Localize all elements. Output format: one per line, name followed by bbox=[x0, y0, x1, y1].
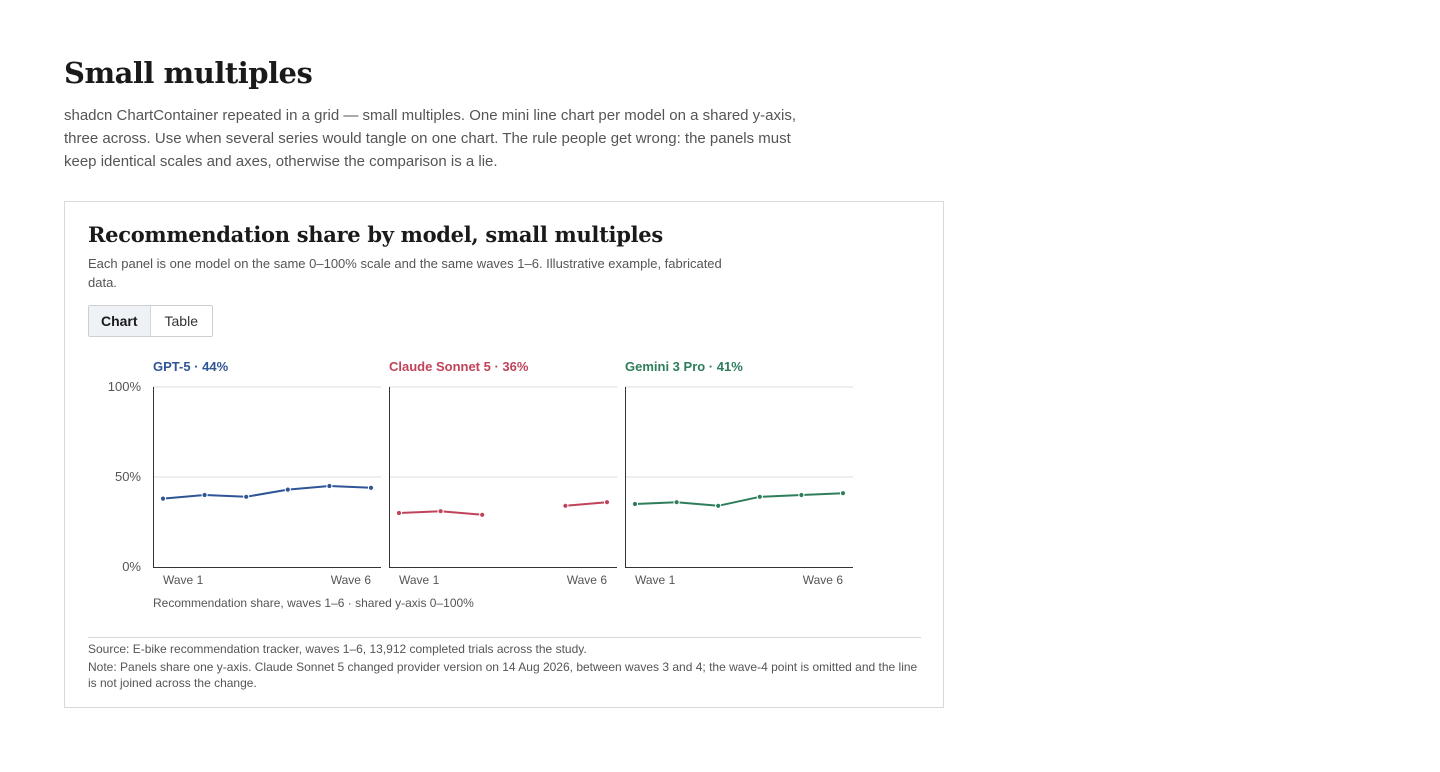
view-toggle: Chart Table bbox=[88, 305, 213, 337]
data-point bbox=[603, 499, 611, 506]
data-point bbox=[673, 499, 680, 506]
data-point bbox=[367, 484, 375, 491]
data-point bbox=[326, 482, 333, 490]
data-point bbox=[479, 511, 486, 518]
data-point bbox=[159, 495, 167, 502]
x-tick-label: Wave 1 bbox=[399, 573, 440, 587]
panel-title: Gemini 3 Pro · 41% bbox=[625, 359, 743, 374]
small-multiples-chart: Recommendation share, waves 1–6 · shared… bbox=[108, 359, 853, 610]
x-tick-label: Wave 6 bbox=[567, 573, 608, 587]
series-line bbox=[162, 485, 372, 500]
panel-title: Claude Sonnet 5 · 36% bbox=[389, 359, 529, 374]
page-intro: shadcn ChartContainer repeated in a grid… bbox=[64, 107, 797, 170]
source-note: Source: E-bike recommendation tracker, w… bbox=[88, 642, 587, 656]
table-tab[interactable]: Table bbox=[164, 313, 198, 329]
y-tick-label: 100% bbox=[108, 379, 142, 394]
data-point bbox=[437, 508, 444, 515]
x-tick-label: Wave 1 bbox=[635, 573, 676, 587]
data-point bbox=[798, 491, 805, 499]
x-tick-label: Wave 6 bbox=[331, 573, 372, 587]
x-tick-label: Wave 1 bbox=[163, 573, 204, 587]
series-line bbox=[634, 492, 844, 507]
footer-divider bbox=[88, 637, 921, 638]
data-point bbox=[756, 493, 763, 500]
card-description: Each panel is one model on the same 0–10… bbox=[88, 256, 722, 290]
chart-tab[interactable]: Chart bbox=[89, 306, 151, 336]
chart-card: Recommendation share by model, small mul… bbox=[64, 201, 944, 708]
data-point bbox=[562, 502, 569, 509]
footnote: Note: Panels share one y-axis. Claude So… bbox=[88, 660, 918, 690]
data-point bbox=[715, 502, 722, 509]
y-tick-label: 50% bbox=[115, 469, 141, 484]
data-point bbox=[839, 490, 847, 497]
panel-title: GPT-5 · 44% bbox=[153, 359, 229, 374]
data-point bbox=[631, 500, 639, 508]
chart-caption: Recommendation share, waves 1–6 · shared… bbox=[153, 596, 474, 610]
x-tick-label: Wave 6 bbox=[803, 573, 844, 587]
data-point bbox=[201, 491, 208, 499]
card-title: Recommendation share by model, small mul… bbox=[88, 222, 663, 247]
data-point bbox=[395, 509, 403, 517]
data-point bbox=[243, 493, 250, 500]
y-tick-label: 0% bbox=[122, 559, 141, 574]
data-point bbox=[284, 486, 291, 493]
page-title: Small multiples bbox=[64, 56, 313, 90]
series-line bbox=[564, 501, 608, 507]
